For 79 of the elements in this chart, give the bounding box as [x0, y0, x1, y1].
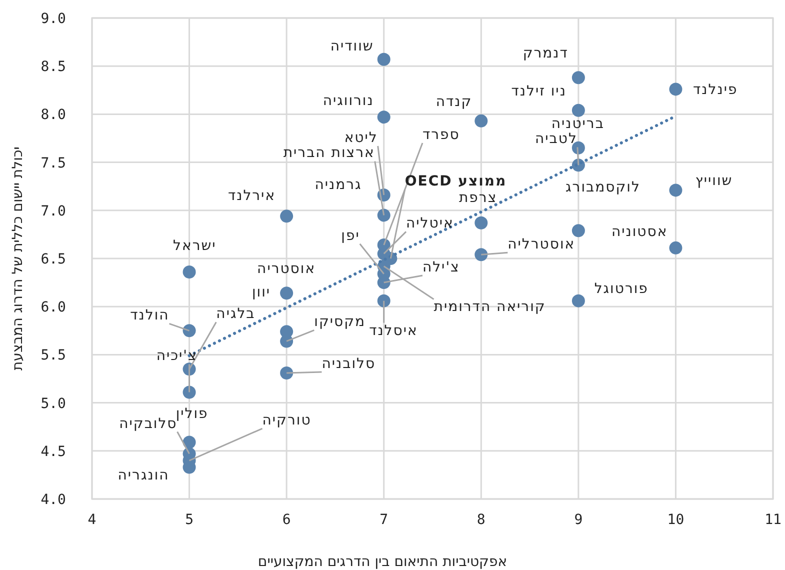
annotation: הולנד	[130, 308, 170, 324]
point	[669, 184, 682, 197]
y-tick-label: 7.0	[40, 203, 66, 220]
point	[182, 324, 196, 338]
x-tick-label: 10	[667, 512, 684, 528]
point	[377, 110, 390, 124]
annotation: שווייץ	[695, 173, 733, 190]
annotation: יפן	[341, 228, 360, 244]
point	[669, 241, 682, 254]
point	[474, 216, 488, 230]
y-axis-title: יכולת יישום כללית של הדרוג המבצעת	[10, 146, 26, 370]
point	[377, 52, 390, 66]
x-tick-label: 9	[574, 512, 583, 528]
annotation: ניו זילנד	[511, 83, 566, 100]
annotation: סלובקיה	[119, 416, 178, 432]
point	[182, 265, 196, 278]
annotation: לטביה	[535, 131, 578, 148]
annotation: טורקיה	[262, 412, 312, 429]
annotation: צ'יכיה	[156, 348, 198, 364]
y-tick-label: 5.5	[40, 348, 66, 364]
annotation: סלובניה	[322, 356, 376, 372]
point	[572, 71, 585, 84]
y-tick-label: 4.5	[40, 444, 66, 460]
annotation: קוריאה הדרומית	[434, 299, 546, 316]
annotation: בריטניה	[551, 116, 604, 132]
annotation: אסטוניה	[611, 224, 668, 240]
x-tick-label: 5	[185, 512, 194, 528]
point	[280, 210, 294, 223]
annotation: יוון	[252, 284, 271, 301]
annotation: שוודיה	[330, 38, 374, 54]
x-axis-title: אפקטיביות התיאום בין הדרגים המקצועיים	[258, 554, 508, 570]
annotation: ספרד	[422, 127, 460, 144]
point	[669, 82, 682, 96]
y-tick-label: 8.5	[40, 59, 66, 76]
annotation: לוקסמבורג	[566, 180, 640, 196]
annotation: הונגריה	[118, 467, 170, 484]
annotation: קנדה	[436, 94, 472, 110]
point	[377, 294, 390, 308]
annotation: אוסטריה	[257, 261, 316, 278]
y-tick-label: 6.0	[40, 300, 66, 316]
annotation: איטליה	[406, 216, 454, 232]
x-tick-label: 7	[380, 512, 388, 528]
annotation: מקסיקו	[314, 314, 366, 330]
annotation: פורטוגל	[594, 280, 648, 297]
y-tick-label: 4.0	[40, 492, 66, 508]
annotation: אירלנד	[228, 188, 276, 204]
annotation: פינלנד	[693, 82, 738, 98]
point	[280, 286, 294, 300]
point	[572, 104, 585, 117]
annotation: אוסטרליה	[508, 236, 576, 253]
y-tick-label: 7.5	[40, 155, 66, 172]
point	[182, 386, 196, 399]
point	[280, 334, 294, 348]
annotation: איסלנד	[369, 322, 418, 339]
y-tick-label: 6.5	[40, 252, 66, 268]
annotation: ישראל	[173, 238, 216, 254]
point	[280, 366, 294, 380]
y-tick-label: 9.0	[40, 11, 66, 27]
annotation: ליטא	[344, 130, 378, 146]
annotation: בלגיה	[216, 306, 256, 322]
x-tick-label: 11	[764, 512, 782, 528]
annotation: גרמניה	[314, 177, 362, 194]
point	[572, 294, 585, 308]
annotation: נורווגיה	[322, 93, 374, 110]
annotation: צ'ילה	[422, 260, 460, 276]
annotation: דנמרק	[522, 46, 568, 62]
annotation: ממוצע OECD	[404, 174, 507, 190]
annotation: ארצות הברית	[283, 145, 375, 162]
point	[572, 224, 585, 238]
point	[474, 114, 488, 128]
x-tick-label: 8	[476, 512, 486, 528]
point	[377, 208, 390, 222]
x-tick-label: 6	[282, 512, 291, 528]
annotation: פולין	[176, 406, 208, 422]
y-tick-label: 8.0	[40, 107, 66, 124]
point	[474, 248, 488, 262]
x-tick-label: 4	[88, 512, 96, 528]
y-tick-label: 5.0	[40, 396, 66, 412]
annotation: צרפת	[458, 190, 498, 206]
